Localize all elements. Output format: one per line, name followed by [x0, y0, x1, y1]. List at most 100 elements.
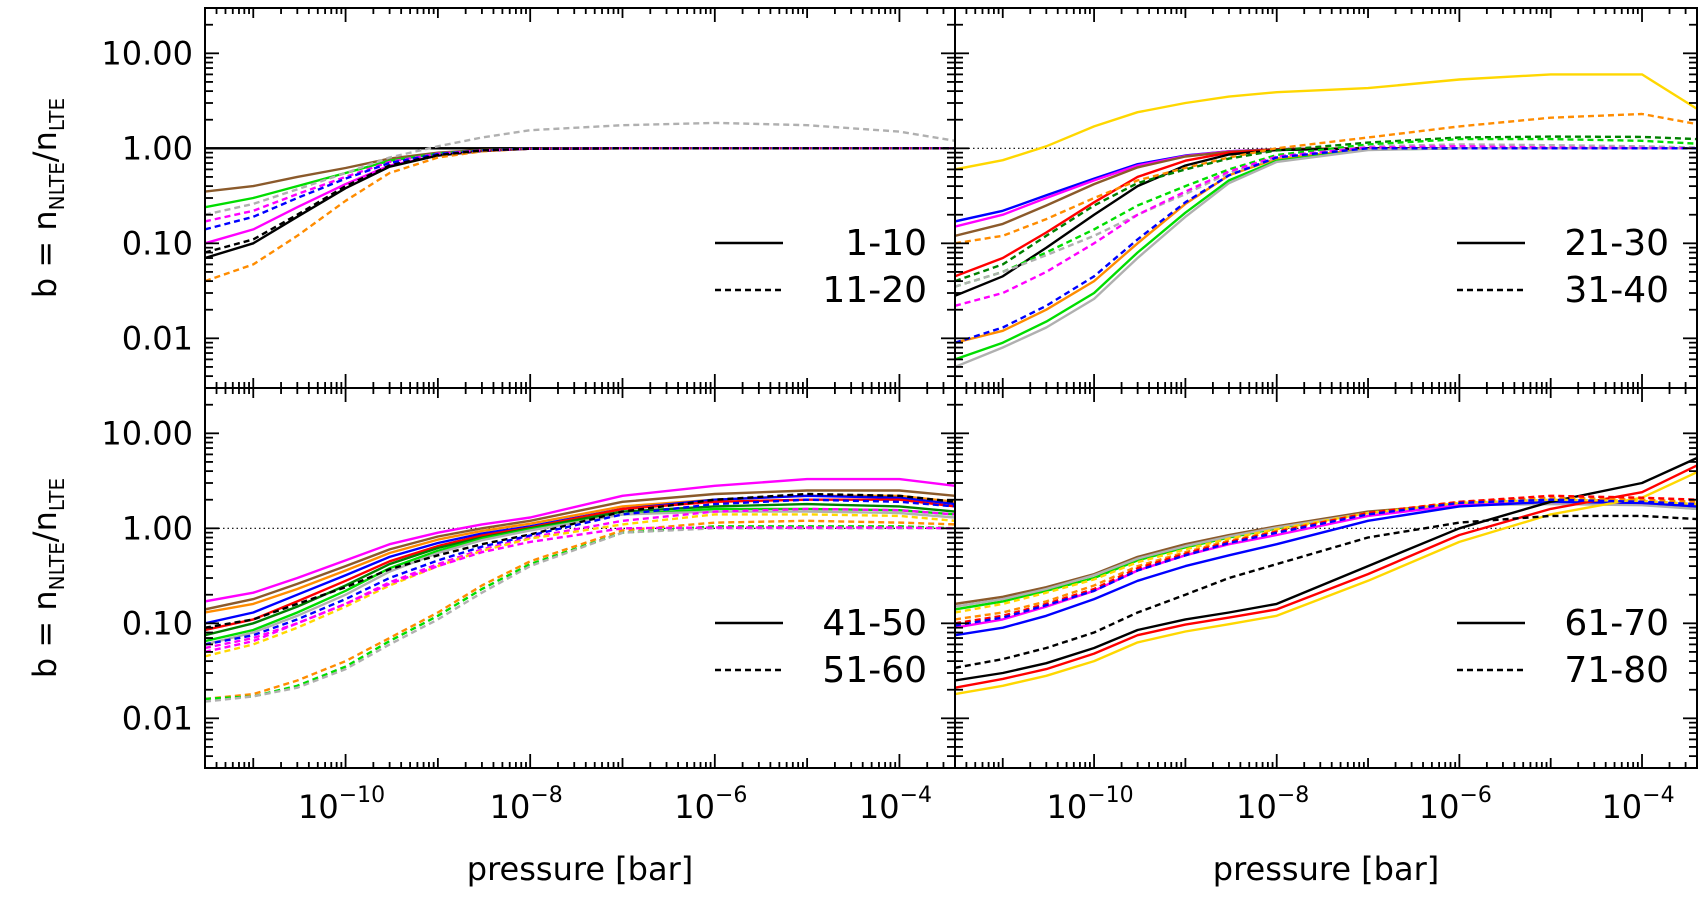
series-line-dashed-11: [955, 498, 1697, 627]
y-tick-label: 10.00: [101, 34, 193, 72]
panel-series-bottom-left: [205, 477, 955, 703]
series-line-solid-0: [205, 477, 955, 603]
series-line-solid-3: [205, 147, 955, 245]
x-tick-label: 10−4: [1601, 783, 1674, 826]
y-axis-label-mid: /n: [26, 131, 64, 162]
legend-label: 21-30: [1564, 223, 1669, 264]
frames-layer: [204, 7, 1698, 769]
series-line-dashed-10: [205, 498, 955, 646]
x-tick-base: 10: [1601, 788, 1642, 826]
series-line-dashed-11: [955, 137, 1697, 288]
x-tick-base: 10: [859, 788, 900, 826]
series-line-dashed-12: [955, 514, 1697, 669]
x-tick-exponent: −4: [900, 783, 932, 808]
series-line-solid-5: [955, 456, 1697, 682]
y-tick-label: 1.00: [122, 129, 193, 167]
series-line-solid-1: [205, 489, 955, 611]
x-tick-label: 10−8: [1236, 783, 1309, 826]
series-line-solid-3: [205, 494, 955, 625]
x-tick-base: 10: [1046, 788, 1087, 826]
x-tick-base: 10: [1236, 788, 1277, 826]
data-lines-layer: [205, 73, 1697, 703]
x-tick-base: 10: [490, 788, 531, 826]
x-axis-label: pressure [bar]: [1213, 850, 1439, 888]
x-tick-label: 10−10: [1046, 783, 1133, 826]
y-axis-label-sub1: NLTE: [45, 162, 69, 210]
x-tick-label: 10−10: [298, 783, 385, 826]
series-line-dashed-7: [205, 147, 955, 223]
series-line-dashed-8: [205, 492, 955, 629]
panel-series-top-right: [955, 73, 1697, 369]
series-line-dashed-15: [205, 526, 955, 650]
series-line-solid-7: [955, 471, 1697, 696]
series-line-solid-6: [955, 464, 1697, 689]
x-tick-label: 10−8: [490, 783, 563, 826]
x-tick-exponent: −8: [1277, 783, 1309, 808]
x-tick-label: 10−6: [674, 783, 747, 826]
series-line-dashed-9: [205, 147, 955, 254]
series-line-dashed-14: [205, 527, 955, 703]
y-axis-label-base: b = n: [26, 210, 64, 298]
series-line-dashed-12: [205, 519, 955, 701]
x-tick-base: 10: [1419, 788, 1460, 826]
legend-label: 61-70: [1564, 603, 1669, 644]
x-tick-label: 10−6: [1419, 783, 1492, 826]
legend-label: 71-80: [1564, 650, 1669, 691]
series-line-dashed-13: [205, 525, 955, 701]
panel-frame-bottom-left: [204, 387, 956, 769]
series-line-dashed-10: [955, 494, 1697, 625]
y-axis-label-mid: /n: [26, 511, 64, 542]
x-tick-exponent: −8: [530, 783, 562, 808]
series-line-dashed-13: [955, 145, 1697, 307]
series-line-solid-0: [955, 73, 1697, 171]
x-tick-exponent: −6: [715, 783, 747, 808]
legend-label: 41-50: [822, 603, 927, 644]
y-tick-label: 0.01: [122, 319, 193, 357]
series-line-dashed-9: [955, 496, 1697, 621]
x-tick-base: 10: [298, 788, 339, 826]
series-line-solid-7: [205, 510, 955, 646]
series-line-dashed-5: [205, 147, 955, 283]
y-axis-label: b = nNLTE/nLTE: [26, 98, 69, 298]
series-line-solid-1: [955, 147, 1697, 223]
y-tick-label: 1.00: [122, 509, 193, 547]
series-line-solid-1: [205, 147, 955, 193]
series-line-dashed-12: [955, 143, 1697, 288]
y-tick-label: 0.10: [122, 604, 193, 642]
x-tick-exponent: −10: [1087, 783, 1133, 808]
legend-label: 31-40: [1564, 270, 1669, 311]
panel-frame-top-right: [954, 7, 1698, 389]
series-line-dashed-8: [955, 498, 1697, 614]
x-tick-exponent: −10: [339, 783, 385, 808]
legend-label: 51-60: [822, 650, 927, 691]
labels-layer: 10.001.000.100.01b = nNLTE/nLTE1-1011-20…: [26, 34, 1675, 888]
series-line-dashed-6: [205, 121, 955, 216]
x-tick-base: 10: [674, 788, 715, 826]
legend-label: 11-20: [822, 270, 927, 311]
y-axis-label-sub1: NLTE: [45, 542, 69, 590]
series-line-solid-2: [955, 502, 1697, 608]
panel-series-bottom-right: [955, 456, 1697, 696]
series-line-dashed-9: [205, 507, 955, 654]
series-line-dashed-9: [955, 112, 1697, 245]
series-line-dashed-8: [205, 147, 955, 231]
y-tick-label: 0.01: [122, 699, 193, 737]
y-tick-label: 10.00: [101, 414, 193, 452]
x-axis-label: pressure [bar]: [467, 850, 693, 888]
x-tick-exponent: −4: [1642, 783, 1674, 808]
y-axis-label-base: b = n: [26, 590, 64, 678]
x-tick-exponent: −6: [1460, 783, 1492, 808]
panel-series-top-left: [205, 121, 955, 283]
y-axis-label-sub2: LTE: [45, 478, 69, 511]
series-line-solid-0: [955, 501, 1697, 606]
legend-label: 1-10: [845, 223, 927, 264]
panel-frame-bottom-right: [954, 387, 1698, 769]
x-tick-label: 10−4: [859, 783, 932, 826]
series-line-dashed-10: [955, 135, 1697, 283]
series-line-dashed-14: [955, 147, 1697, 344]
series-line-dashed-11: [205, 513, 955, 658]
y-tick-label: 0.10: [122, 224, 193, 262]
y-axis-label-sub2: LTE: [45, 98, 69, 131]
